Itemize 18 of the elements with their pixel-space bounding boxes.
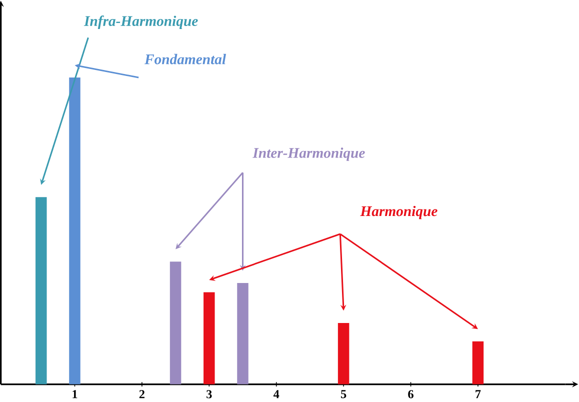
x-tick-label: 3 — [206, 390, 212, 398]
x-tick-label: 2 — [139, 390, 144, 398]
x-tick-label: 6 — [408, 390, 414, 398]
bar — [237, 283, 248, 384]
text: Infra-Harmonique — [84, 16, 198, 30]
bar — [472, 342, 484, 384]
bar — [69, 78, 80, 384]
x-tick-label: 7 — [476, 390, 481, 398]
x-tick-label: 1 — [72, 390, 78, 398]
text: Harmonique — [360, 206, 438, 220]
bar — [170, 262, 182, 384]
x-tick-label: 4 — [273, 390, 280, 398]
bar — [338, 323, 350, 384]
x-tick-label: 5 — [340, 390, 346, 398]
text: Inter-Harmonique — [252, 148, 365, 162]
bar — [204, 292, 215, 384]
bar — [36, 197, 47, 384]
text: Fondamental — [144, 54, 226, 64]
